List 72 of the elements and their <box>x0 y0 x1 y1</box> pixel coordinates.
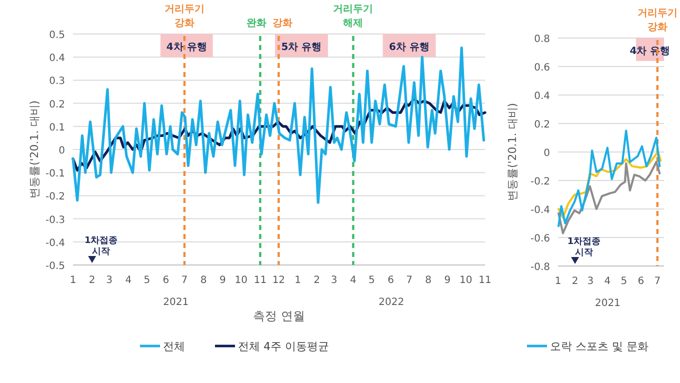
ref-line-label: 완화 <box>246 18 266 29</box>
x-tick-label: 7 <box>654 276 661 287</box>
x-tick-label: 9 <box>444 275 451 286</box>
annotation: 1차접종 시작 <box>84 236 118 257</box>
y-tick-label: -0.5 <box>45 261 65 272</box>
band-label: 4차 유행 <box>166 42 207 53</box>
legend-label: 전체 <box>163 340 185 353</box>
ref-line-label: 거리두기 강화 <box>164 4 204 29</box>
y-tick-label: 0.5 <box>49 30 65 41</box>
ref-line-label: 거리두기 해제 <box>333 4 374 29</box>
x-tick-label: 5 <box>144 275 150 286</box>
y-axis-title: 변동률('20.1. 대비) <box>28 100 41 199</box>
x-tick-label: 10 <box>234 275 248 286</box>
text: 2021 <box>594 298 620 309</box>
x-tick-label: 2 <box>314 275 320 286</box>
x-tick-label: 11 <box>254 275 267 286</box>
y-axis-title: 변동률('20.1. 대비) <box>506 102 519 202</box>
x-tick-label: 9 <box>219 275 226 286</box>
y-tick-label: -0.3 <box>45 214 65 226</box>
x-tick-label: 10 <box>460 275 472 286</box>
y-tick-label: -0.4 <box>45 238 65 249</box>
annotation: 1차접종 시작 <box>567 237 601 258</box>
x-tick-label: 7 <box>181 275 188 286</box>
y-tick-label: -0.1 <box>45 168 65 180</box>
x-tick-label: 4 <box>125 275 132 286</box>
y-tick-label: -0.4 <box>530 205 550 216</box>
y-tick-label: 0.8 <box>534 34 550 45</box>
x-tick-label: 5 <box>620 276 628 287</box>
x-tick-label: 12 <box>272 275 286 286</box>
x-tick-label: 4 <box>604 276 611 287</box>
x-tick-label: 3 <box>106 275 113 286</box>
band-label: 5차 유행 <box>281 42 322 53</box>
band-label: 6차 유행 <box>389 42 430 53</box>
x-tick-label: 3 <box>330 275 338 286</box>
y-tick-label: 0.4 <box>534 91 550 102</box>
y-tick-label: -0.8 <box>530 262 550 273</box>
x-tick-label: 3 <box>587 276 594 287</box>
y-tick-label: 0.2 <box>534 120 550 130</box>
x-tick-label: 6 <box>388 275 394 286</box>
x-tick-label: 2 <box>88 275 96 286</box>
y-tick-label: 0.2 <box>49 99 65 110</box>
y-tick-label: -0.2 <box>45 192 65 203</box>
x-tick-label: 7 <box>406 275 412 286</box>
y-tick-label: 0 <box>58 146 65 156</box>
x-tick-label: 1 <box>294 275 301 286</box>
x-tick-label: 4 <box>350 275 356 286</box>
x-tick-label: 8 <box>200 275 207 286</box>
legend-label: 오락 스포츠 및 문화 <box>550 340 648 353</box>
y-tick-label: 0.4 <box>49 53 65 64</box>
ref-line-label: 강화 <box>272 18 292 29</box>
line-series <box>558 150 662 219</box>
x-axis-title: 측정 연월 <box>253 309 305 323</box>
x-tick-label: 6 <box>638 276 644 287</box>
y-tick-label: 0.6 <box>534 62 550 74</box>
ref-line-label: 거리두기 강화 <box>637 8 678 33</box>
x-tick-label: 5 <box>368 275 375 286</box>
legend-label: 전체 4주 이동평균 <box>238 340 329 353</box>
x-tick-label: 11 <box>478 275 492 286</box>
y-tick-label: -0.2 <box>530 176 550 188</box>
x-tick-label: 8 <box>425 275 432 286</box>
line-series <box>558 130 661 228</box>
x-tick-label: 1 <box>70 275 76 286</box>
y-tick-label: 0.3 <box>49 76 65 88</box>
x-tick-label: 2 <box>572 276 578 287</box>
y-tick-label: 0 <box>544 148 550 159</box>
x-tick-label: 1 <box>554 276 562 287</box>
x-tick-label: 6 <box>162 275 170 286</box>
text: 2022 <box>378 297 404 308</box>
y-tick-label: 0.1 <box>49 122 65 134</box>
line-series <box>558 160 661 234</box>
y-tick-label: -0.6 <box>530 234 550 244</box>
text: 2021 <box>163 297 189 308</box>
